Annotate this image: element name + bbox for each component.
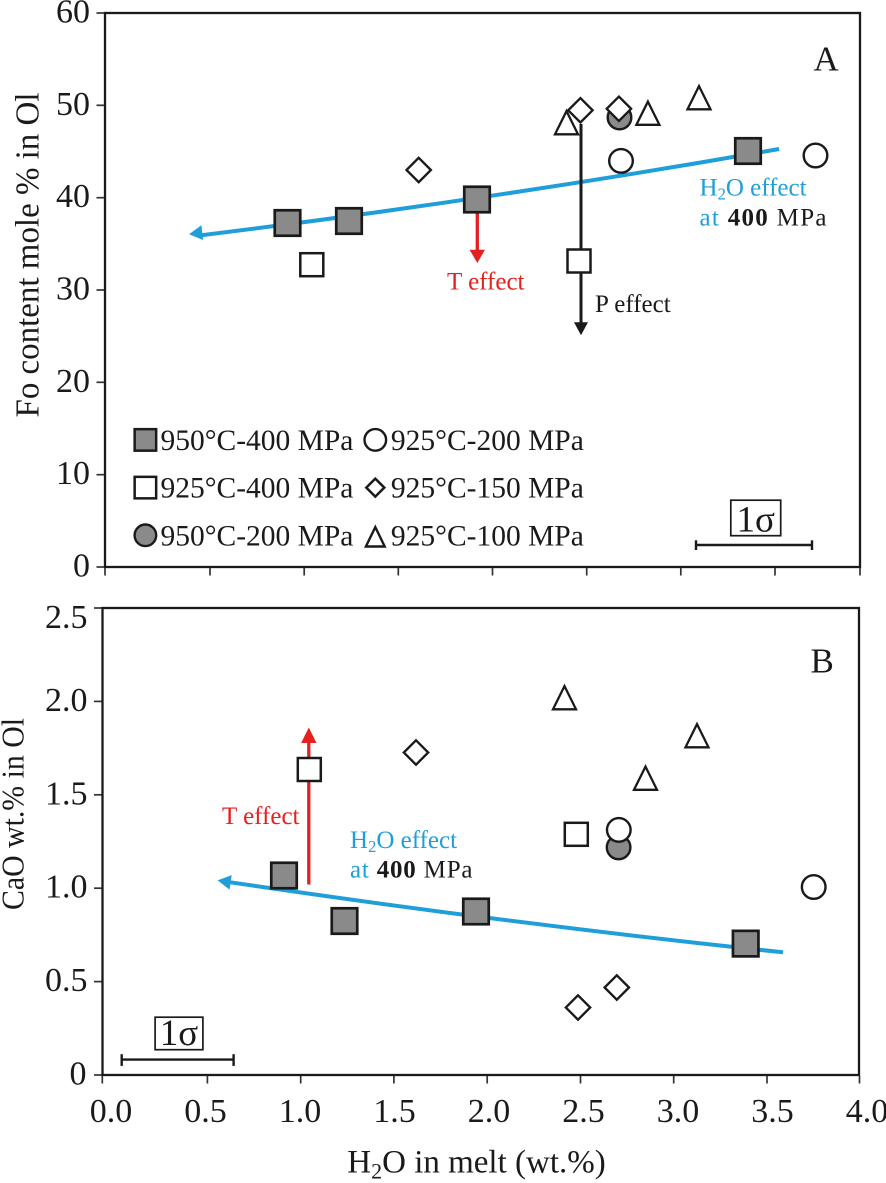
- svg-text:H2O effect: H2O effect: [700, 174, 807, 203]
- svg-text:40: 40: [56, 178, 90, 215]
- svg-text:3.0: 3.0: [657, 1093, 700, 1130]
- svg-text:2.5: 2.5: [45, 599, 88, 636]
- svg-text:Fo content mole % in Ol: Fo content mole % in Ol: [10, 93, 47, 418]
- svg-text:CaO wt.% in Ol: CaO wt.% in Ol: [0, 718, 31, 910]
- svg-text:0.0: 0.0: [90, 1093, 133, 1130]
- svg-text:30: 30: [56, 271, 90, 308]
- svg-text:1.0: 1.0: [279, 1093, 322, 1130]
- svg-text:1σ: 1σ: [160, 1013, 199, 1054]
- svg-text:2.5: 2.5: [562, 1093, 605, 1130]
- svg-text:0.5: 0.5: [45, 962, 88, 999]
- svg-text:at 400 MPa: at 400 MPa: [350, 857, 473, 884]
- svg-text:0: 0: [70, 1056, 87, 1093]
- svg-text:0: 0: [73, 548, 90, 585]
- svg-text:950°C-200 MPa: 950°C-200 MPa: [161, 520, 354, 552]
- svg-text:P effect: P effect: [595, 291, 671, 318]
- svg-text:50: 50: [56, 86, 90, 123]
- svg-text:60: 60: [56, 0, 90, 31]
- svg-text:1σ: 1σ: [736, 500, 775, 541]
- svg-text:20: 20: [56, 363, 90, 400]
- svg-text:T effect: T effect: [447, 269, 525, 296]
- svg-text:3.5: 3.5: [751, 1093, 794, 1130]
- svg-text:1.0: 1.0: [45, 869, 88, 906]
- svg-text:925°C-150 MPa: 925°C-150 MPa: [391, 473, 584, 505]
- svg-text:925°C-200 MPa: 925°C-200 MPa: [391, 425, 584, 457]
- svg-text:H2O effect: H2O effect: [350, 827, 457, 856]
- svg-text:2.0: 2.0: [45, 682, 88, 719]
- svg-text:T effect: T effect: [222, 803, 300, 830]
- svg-text:1.5: 1.5: [373, 1093, 416, 1130]
- svg-text:0.5: 0.5: [184, 1093, 227, 1130]
- svg-text:at 400 MPa: at 400 MPa: [700, 205, 828, 232]
- svg-text:950°C-400 MPa: 950°C-400 MPa: [161, 425, 354, 457]
- svg-text:4.0: 4.0: [846, 1093, 886, 1130]
- svg-text:A: A: [814, 40, 840, 79]
- svg-text:H2O in melt (wt.%): H2O in melt (wt.%): [347, 1145, 605, 1183]
- svg-text:1.5: 1.5: [45, 775, 88, 812]
- svg-text:925°C-400 MPa: 925°C-400 MPa: [161, 473, 354, 505]
- svg-text:2.0: 2.0: [468, 1093, 511, 1130]
- svg-text:10: 10: [56, 455, 90, 492]
- svg-text:B: B: [811, 642, 834, 681]
- svg-text:925°C-100 MPa: 925°C-100 MPa: [391, 520, 584, 552]
